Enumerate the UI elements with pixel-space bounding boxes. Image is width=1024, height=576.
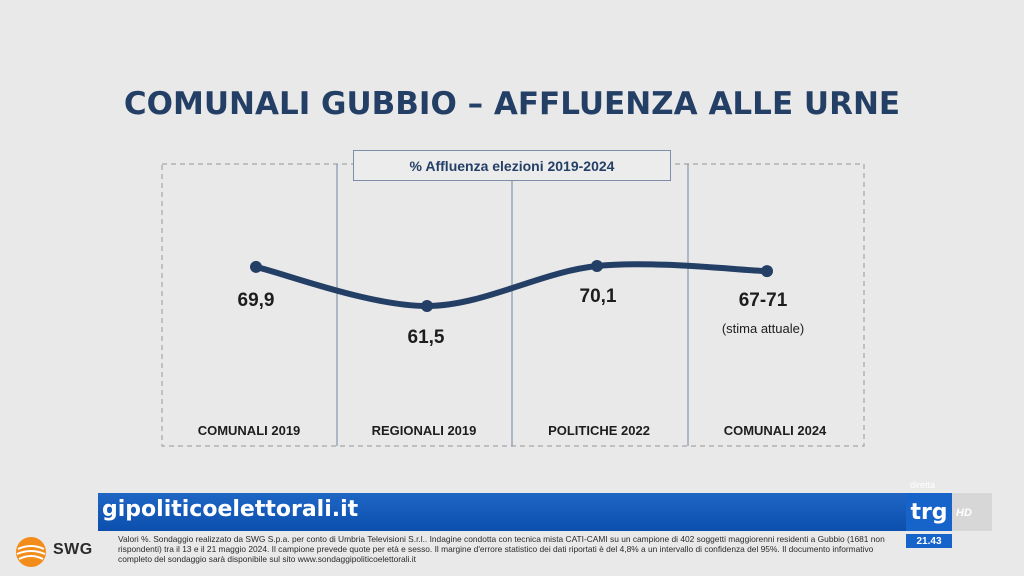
x-tick-label-comunali-2024: COMUNALI 2024 bbox=[723, 423, 827, 438]
x-tick-label-comunali-2019: COMUNALI 2019 bbox=[197, 423, 301, 438]
page-title: COMUNALI GUBBIO – AFFLUENZA ALLE URNE bbox=[123, 86, 901, 122]
data-point-comunali-2024 bbox=[761, 265, 773, 278]
news-ticker-bar: gipoliticoelettorali.it bbox=[98, 493, 906, 531]
data-label-politiche-2022: 70,1 bbox=[579, 286, 617, 307]
data-label-regionali-2019: 61,5 bbox=[407, 327, 445, 348]
swg-logo-icon bbox=[16, 537, 46, 567]
live-label: diretta bbox=[910, 480, 936, 490]
data-point-comunali-2019 bbox=[250, 260, 262, 273]
series-line bbox=[253, 261, 770, 310]
data-point-regionali-2019 bbox=[421, 300, 433, 312]
channel-logo: trg bbox=[906, 493, 952, 531]
channel-suffix-bg bbox=[952, 493, 992, 531]
data-point-politiche-2022 bbox=[591, 260, 603, 272]
chart-subtitle: % Affluenza elezioni 2019-2024 bbox=[353, 150, 671, 181]
channel-suffix: HD bbox=[956, 507, 972, 519]
ticker-text: gipoliticoelettorali.it bbox=[102, 497, 359, 522]
swg-brand: SWG bbox=[53, 541, 93, 558]
clock: 21.43 bbox=[906, 534, 952, 548]
data-label-comunali-2024: 67-71 bbox=[738, 290, 788, 311]
data-label-comunali-2019: 69,9 bbox=[237, 290, 275, 311]
survey-disclaimer: Valori %. Sondaggio realizzato da SWG S.… bbox=[118, 534, 885, 564]
data-note-comunali-2024: (stima attuale) bbox=[721, 321, 805, 336]
x-tick-label-politiche-2022: POLITICHE 2022 bbox=[548, 423, 650, 438]
x-tick-label-regionali-2019: REGIONALI 2019 bbox=[371, 423, 477, 438]
